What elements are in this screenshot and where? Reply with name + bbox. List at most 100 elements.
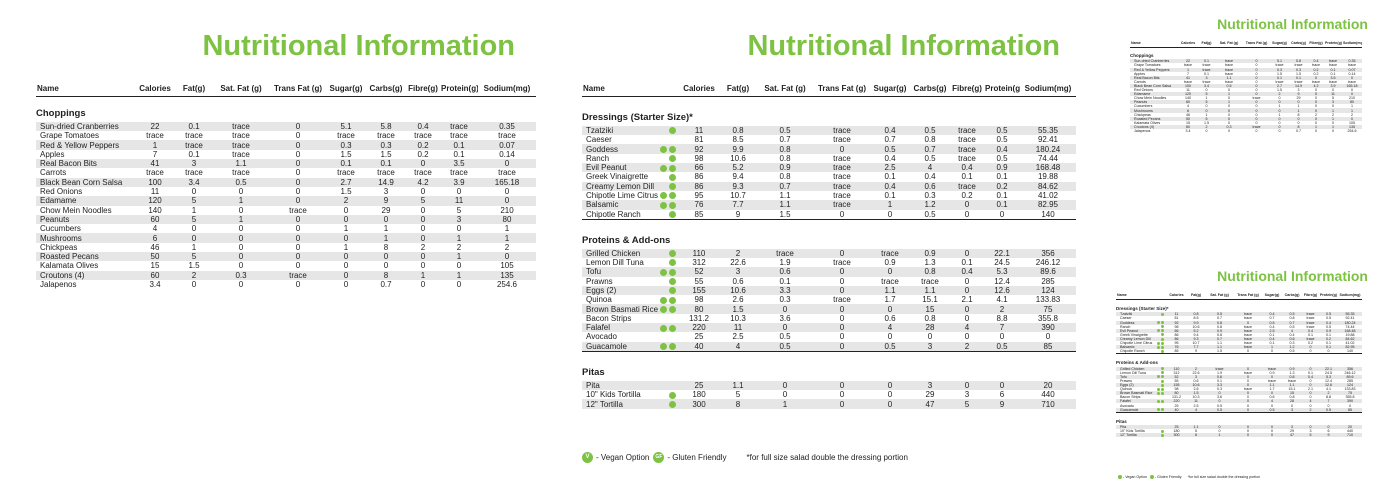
nutrient-value: 1.1 [779,191,791,201]
nutrient-value: 1.1 [1215,75,1243,80]
nutrient-value: 0.8 [1217,324,1222,329]
nutrient-value: 5 [1302,433,1319,438]
nutrient-value: 15.1 [922,295,938,305]
column-header: Fat(g) [720,80,756,97]
nutrient-value: 0 [212,233,270,243]
item-name: Caeser [582,135,678,144]
nutrient-value: trace [814,163,870,173]
nutrient-value: 0.1 [326,159,366,169]
nutrient-value: 41 [1178,75,1198,80]
nutrient-value: 0.7 [884,135,896,145]
nutrient-value: 1 [440,270,478,280]
nutrient-value: 0 [295,131,301,141]
nutrient-value: 1.5 [720,304,756,314]
item-name: Guacamole [582,341,678,352]
nutrient-value: 0 [870,304,910,314]
nutrient-value: 0 [1302,391,1319,396]
nutrient-value: 1 [1178,67,1198,72]
column-header: Fibre(g) [1302,290,1319,300]
item-name: Prawns [582,277,678,286]
gluten-friendly-icon [669,250,676,258]
dressings-section: Dressings (Starter Size)* [1116,300,1362,313]
nutrient-value: 2.6 [1193,387,1199,392]
nutrient-value: 2.5 [732,332,744,342]
table-row: Quinoa 98 2.6 0.3 trace 1.7 15.1 2.1 4.1 133.83 [1116,387,1362,391]
nutrient-value: 0 [191,280,197,290]
item-name-text: Quinoa [1120,387,1132,392]
item-name-text: Apples [1134,71,1145,76]
item-name-text: Grape Tomatoes [1134,63,1161,68]
nutrient-value: 0.1 [884,172,896,182]
nutrient-value: 9 [735,209,741,219]
nutrient-value: 5 [406,196,440,206]
nutrient-value: 0 [1342,75,1362,80]
nutrient-value: 0.1 [996,191,1008,201]
nutrient-value: 0 [999,209,1005,219]
nutrient-value: 60 [1178,124,1198,129]
nutrient-value: 84.62 [1338,336,1362,341]
section-heading-row: Pitas [582,350,1076,381]
item-name-text: Chickpeas [1134,112,1151,117]
nutrient-value: 0.7 [1296,128,1301,133]
nutrient-value: 1.5 [1277,71,1282,76]
nutrient-value: 0 [1315,120,1317,125]
nutrient-value: 0 [999,332,1005,342]
nutrient-value: 0 [478,252,536,262]
item-name-text: Quinoa [586,295,612,305]
gluten-friendly-icon [1161,429,1164,433]
item-name: 12" Tortilla [582,399,678,409]
nutrient-value: 5 [176,196,212,206]
nutrient-value: 3 [964,390,970,400]
nutrient-value: trace [950,125,984,136]
nutrient-value: 0 [1309,378,1312,383]
nutrient-value: 0.5 [756,125,814,136]
table-row: Falafel 220 11 0 0 4 28 4 7 390 [1116,399,1362,404]
nutrient-value: trace [1268,378,1276,383]
nutrient-value: trace [450,168,468,178]
nutrient-value: trace [1252,96,1261,101]
nutrient-value: 5 [1198,92,1215,97]
item-name-text: Evil Peanut [1120,328,1139,333]
nutrient-value: 24.5 [994,258,1010,268]
nutrient-value: 0.5 [1319,407,1338,413]
item-name-text: Grilled Chicken [1120,366,1145,371]
column-header: Carbs(g) [1282,290,1302,300]
nutrient-value: 140 [1347,349,1353,354]
nutrient-value: 0 [1309,395,1312,400]
thumbnail-dressings-table: Name Calories Fat(g) Sat. Fat (g) Trans Fat … [1116,290,1362,438]
nutrient-value: 0 [1332,128,1334,133]
nutrient-value: 86 [1174,332,1179,337]
table-row: Lemon Dill Tuna 312 22.6 1.9 trace 0.9 1.3 0.1 2… [582,258,1076,267]
nutrient-value: 10.6 [730,153,746,163]
nutrient-value: 1.5 [1277,88,1282,93]
vegan-icon [660,164,668,172]
nutrient-value: 0.5 [870,144,910,154]
nutrient-value: trace [1302,336,1319,341]
column-header: Protein(g) [440,80,478,97]
item-name: Creamy Lemon Dill [1116,336,1166,341]
nutrient-value: 133.83 [1035,295,1061,305]
item-name-text: Prawns [1120,378,1132,383]
section-heading-row: Choppings [1130,48,1362,60]
nutrient-value: 11 [678,125,720,136]
nutrient-value: 4.1 [996,295,1008,305]
nutrient-value: 0 [1297,120,1300,125]
table-row: Grape Tomatoes trace trace trace 0 trace trace… [1130,63,1362,67]
nutrient-value: 0 [366,214,406,225]
nutrient-value: 0 [1234,433,1262,438]
nutrient-value: 710 [1338,433,1362,438]
gluten-friendly-icon [1161,345,1164,349]
column-header: Sat. Fat (g) [1205,290,1234,300]
nutrient-value: 3 [720,267,756,277]
nutrient-value: 1 [1205,112,1208,117]
nutrient-value: 7 [1187,71,1189,76]
item-name: Balsamic [582,200,678,210]
nutrient-value: 0 [406,233,440,243]
nutrient-value: 1 [1205,433,1234,438]
table-row: Evil Peanut 66 5.2 0.9 trace 2.5 4 0.4 0.9 168.48 [582,163,1076,173]
nutrient-value: 0 [1349,403,1351,408]
nutrient-value: 133.83 [1344,387,1356,392]
nutrient-value: 66 [1166,328,1187,333]
item-name: Chipotle Lime Citrus [582,191,678,200]
nutrient-value: trace [450,131,468,141]
